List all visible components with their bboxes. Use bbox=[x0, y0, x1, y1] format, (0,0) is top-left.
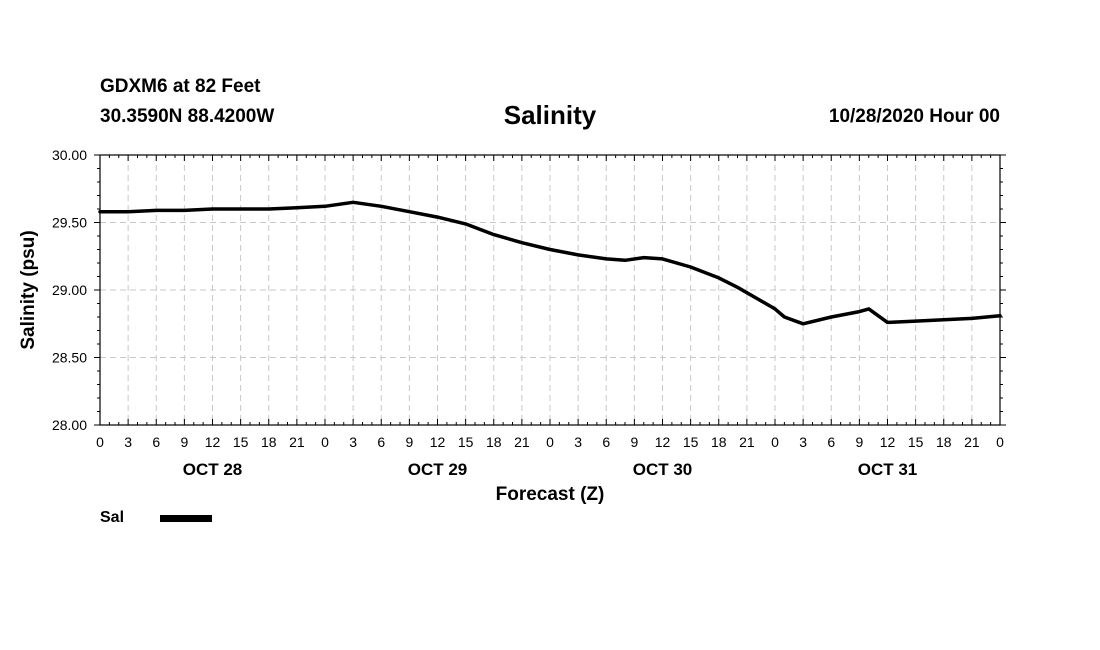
x-tick-label: 9 bbox=[630, 434, 638, 450]
chart-title: Salinity bbox=[503, 100, 597, 130]
x-tick-label: 6 bbox=[377, 434, 385, 450]
x-tick-label: 12 bbox=[880, 434, 896, 450]
x-tick-label: 15 bbox=[458, 434, 474, 450]
x-tick-label: 3 bbox=[574, 434, 582, 450]
x-tick-label: 6 bbox=[152, 434, 160, 450]
x-tick-label: 12 bbox=[205, 434, 221, 450]
x-tick-label: 18 bbox=[486, 434, 502, 450]
y-tick-label: 29.00 bbox=[52, 282, 87, 298]
legend: Sal bbox=[100, 509, 212, 527]
day-label: OCT 29 bbox=[408, 460, 468, 479]
x-tick-label: 15 bbox=[908, 434, 924, 450]
x-axis-label: Forecast (Z) bbox=[496, 484, 605, 505]
x-tick-label: 18 bbox=[711, 434, 727, 450]
x-tick-label: 18 bbox=[936, 434, 952, 450]
day-label: OCT 30 bbox=[633, 460, 693, 479]
y-tick-label: 29.50 bbox=[52, 215, 87, 231]
x-tick-label: 15 bbox=[233, 434, 249, 450]
x-tick-label: 0 bbox=[546, 434, 554, 450]
day-label: OCT 28 bbox=[183, 460, 243, 479]
plot-frame bbox=[99, 154, 1001, 426]
x-tick-label: 21 bbox=[964, 434, 980, 450]
series-line-sal bbox=[98, 200, 1002, 326]
x-tick-label: 21 bbox=[739, 434, 755, 450]
coordinates-label: 30.3590N 88.4200W bbox=[100, 106, 275, 127]
x-tick-label: 0 bbox=[771, 434, 779, 450]
y-tick-label: 28.50 bbox=[52, 350, 87, 366]
station-label: GDXM6 at 82 Feet bbox=[100, 76, 261, 97]
x-tick-label: 0 bbox=[996, 434, 1004, 450]
y-axis-label: Salinity (psu) bbox=[18, 230, 39, 349]
y-tick-label: 28.00 bbox=[52, 417, 87, 433]
x-tick-label: 9 bbox=[180, 434, 188, 450]
x-tick-label: 3 bbox=[349, 434, 357, 450]
day-label: OCT 31 bbox=[858, 460, 918, 479]
x-tick-label: 3 bbox=[799, 434, 807, 450]
x-tick-label: 0 bbox=[321, 434, 329, 450]
x-tick-label: 3 bbox=[124, 434, 132, 450]
y-tick-label: 30.00 bbox=[52, 147, 87, 163]
x-tick-label: 6 bbox=[602, 434, 610, 450]
x-tick-label: 12 bbox=[655, 434, 671, 450]
legend-label: Sal bbox=[100, 509, 125, 526]
x-tick-label: 9 bbox=[855, 434, 863, 450]
x-tick-label: 18 bbox=[261, 434, 277, 450]
legend-swatch bbox=[160, 514, 212, 522]
x-tick-label: 6 bbox=[827, 434, 835, 450]
x-tick-label: 21 bbox=[289, 434, 305, 450]
x-tick-label: 12 bbox=[430, 434, 446, 450]
x-tick-label: 15 bbox=[683, 434, 699, 450]
x-tick-label: 9 bbox=[405, 434, 413, 450]
issue-time-label: 10/28/2020 Hour 00 bbox=[828, 106, 1000, 127]
x-tick-label: 0 bbox=[96, 434, 104, 450]
x-tick-label: 21 bbox=[514, 434, 530, 450]
